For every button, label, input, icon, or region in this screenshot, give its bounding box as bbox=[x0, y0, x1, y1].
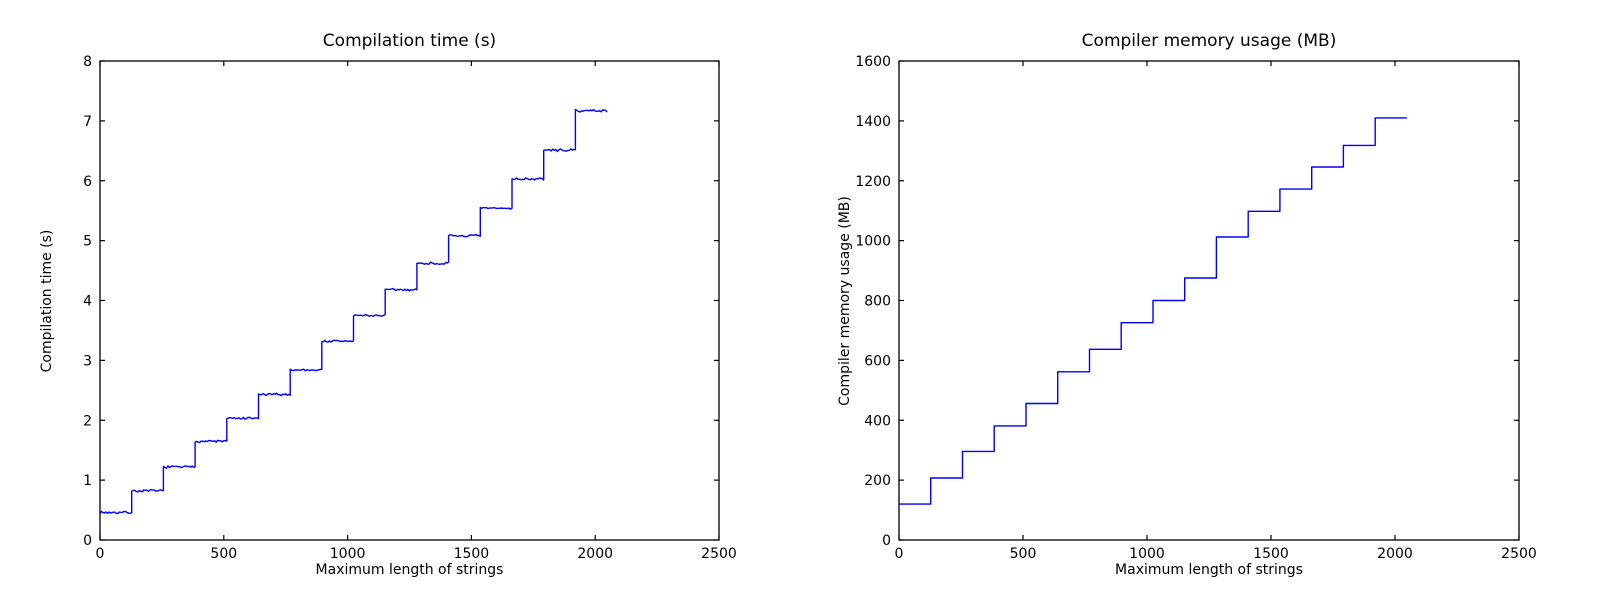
y-tick-label: 3 bbox=[83, 353, 92, 369]
y-tick-label: 1 bbox=[83, 473, 92, 489]
axes-left: 0 500 1000 1500 2000 2500 0 1 2 3 4 5 6 7 8 bbox=[83, 54, 737, 562]
x-tick-label: 500 bbox=[1010, 546, 1037, 562]
y-tick-label: 800 bbox=[864, 294, 891, 310]
y-tick-label: 400 bbox=[864, 413, 891, 429]
x-tick-label: 0 bbox=[96, 546, 105, 562]
x-tick-label: 1000 bbox=[1129, 546, 1165, 562]
x-tick-label: 2000 bbox=[577, 546, 613, 562]
series-line bbox=[99, 108, 608, 515]
x-tick-label: 0 bbox=[895, 546, 904, 562]
y-tick-label: 0 bbox=[882, 533, 891, 549]
y-tick-label: 1600 bbox=[855, 54, 891, 70]
y-tick-label: 5 bbox=[83, 234, 92, 250]
axes-frame bbox=[898, 60, 1520, 541]
x-axis-label-left-chart: Maximum length of strings bbox=[315, 562, 504, 578]
y-tick-label: 1400 bbox=[855, 114, 891, 130]
axes-frame bbox=[99, 60, 720, 541]
y-tick-label: 6 bbox=[83, 174, 92, 190]
y-tick-label: 1000 bbox=[855, 234, 891, 250]
x-tick-label: 2000 bbox=[1377, 546, 1413, 562]
y-axis-label-left-chart: Compilation time (s) bbox=[39, 229, 55, 372]
y-tick-label: 0 bbox=[83, 533, 92, 549]
axes-right: 0 500 1000 1500 2000 2500 0 200 400 600 800 1000 120… bbox=[855, 54, 1536, 562]
y-axis-label-right-chart: Compiler memory usage (MB) bbox=[837, 195, 853, 406]
y-tick-label: 1200 bbox=[855, 174, 891, 190]
y-tick-label: 200 bbox=[864, 473, 891, 489]
y-tick-label: 8 bbox=[83, 54, 92, 70]
y-tick-label: 7 bbox=[83, 114, 92, 130]
chart-title-memory-usage: Compiler memory usage (MB) bbox=[1081, 31, 1337, 51]
x-tick-label: 1500 bbox=[454, 546, 490, 562]
x-tick-label: 2500 bbox=[1501, 546, 1537, 562]
x-tick-label: 2500 bbox=[701, 546, 737, 562]
y-tick-label: 600 bbox=[864, 353, 891, 369]
x-tick-label: 1500 bbox=[1253, 546, 1289, 562]
series-line bbox=[899, 117, 1407, 505]
x-axis-label-right-chart: Maximum length of strings bbox=[1115, 562, 1303, 578]
x-tick-label: 1000 bbox=[330, 546, 366, 562]
y-tick-label: 4 bbox=[83, 294, 92, 310]
y-tick-label: 2 bbox=[83, 413, 92, 429]
x-tick-label: 500 bbox=[210, 546, 237, 562]
chart-title-compilation-time: Compilation time (s) bbox=[322, 31, 497, 51]
